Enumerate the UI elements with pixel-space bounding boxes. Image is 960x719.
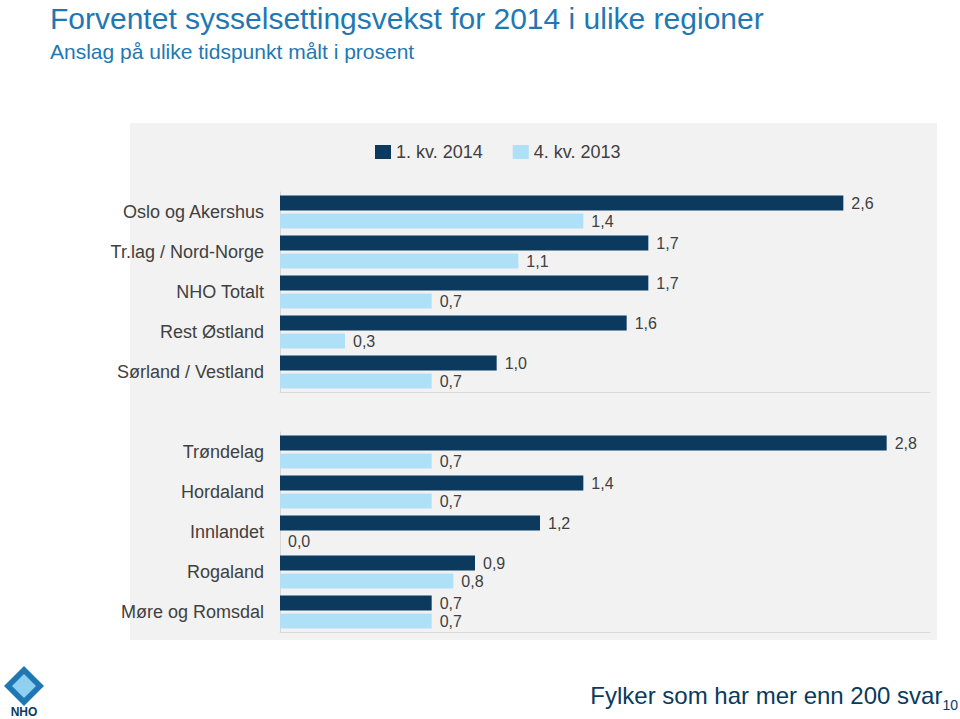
svg-text:Hordaland: Hordaland xyxy=(181,482,264,502)
svg-text:1,4: 1,4 xyxy=(591,475,613,492)
svg-text:Innlandet: Innlandet xyxy=(190,522,264,542)
svg-text:0,7: 0,7 xyxy=(440,493,462,510)
svg-text:0,7: 0,7 xyxy=(440,613,462,630)
svg-text:Oslo og Akershus: Oslo og Akershus xyxy=(123,202,264,222)
svg-text:Rest Østland: Rest Østland xyxy=(160,322,264,342)
svg-text:2,8: 2,8 xyxy=(895,435,917,452)
svg-text:NHO Totalt: NHO Totalt xyxy=(176,282,264,302)
svg-text:1,2: 1,2 xyxy=(548,515,570,532)
svg-text:1,7: 1,7 xyxy=(656,275,678,292)
svg-text:NHO: NHO xyxy=(11,705,38,718)
svg-text:Rogaland: Rogaland xyxy=(187,562,264,582)
html-text:Anslag på ulike tidspunkt målt: Anslag på ulike tidspunkt målt i prosent xyxy=(50,40,415,63)
svg-text:0,7: 0,7 xyxy=(440,293,462,310)
svg-text:1,1: 1,1 xyxy=(526,253,548,270)
svg-text:1,4: 1,4 xyxy=(591,213,613,230)
svg-text:Tr.lag / Nord-Norge: Tr.lag / Nord-Norge xyxy=(111,242,264,262)
svg-text:4. kv. 2013: 4. kv. 2013 xyxy=(534,142,621,162)
svg-text:0,7: 0,7 xyxy=(440,595,462,612)
svg-text:1,7: 1,7 xyxy=(656,235,678,252)
svg-text:0,9: 0,9 xyxy=(483,555,505,572)
svg-text:1. kv. 2014: 1. kv. 2014 xyxy=(396,142,483,162)
svg-text:Trøndelag: Trøndelag xyxy=(183,442,264,462)
svg-text:1,6: 1,6 xyxy=(635,315,657,332)
svg-text:0,7: 0,7 xyxy=(440,373,462,390)
svg-text:2,6: 2,6 xyxy=(851,195,873,212)
html-text:Forventet sysselsettingsvekst: Forventet sysselsettingsvekst for 2014 i… xyxy=(50,2,764,35)
svg-text:0,8: 0,8 xyxy=(461,573,483,590)
svg-text:0,7: 0,7 xyxy=(440,453,462,470)
svg-text:Sørland / Vestland: Sørland / Vestland xyxy=(117,362,264,382)
svg-text:0,0: 0,0 xyxy=(288,533,310,550)
html-text:Fylker som har mer enn 200 sva: Fylker som har mer enn 200 svar10 xyxy=(590,682,958,713)
svg-text:Møre og Romsdal: Møre og Romsdal xyxy=(121,602,264,622)
svg-text:0,3: 0,3 xyxy=(353,333,375,350)
svg-text:1,0: 1,0 xyxy=(505,355,527,372)
